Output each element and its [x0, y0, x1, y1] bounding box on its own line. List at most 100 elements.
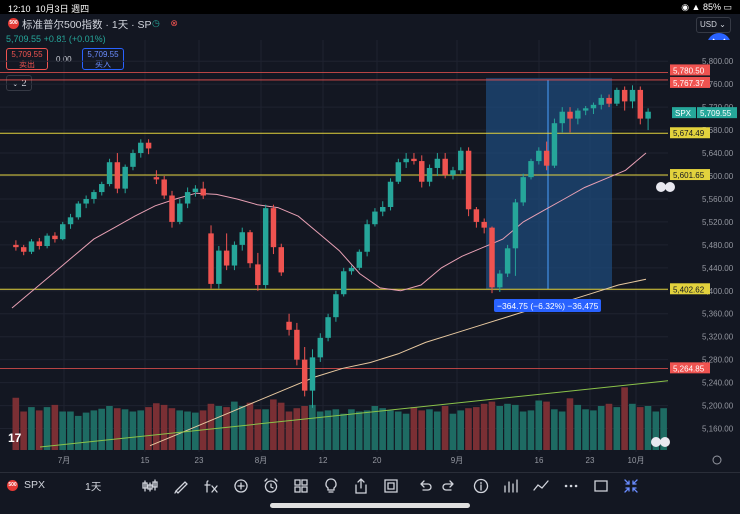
- volume-bar: [113, 408, 121, 450]
- undo-button[interactable]: [417, 478, 433, 494]
- market-open-icon[interactable]: ◷: [152, 18, 160, 28]
- volume-bar: [340, 413, 347, 450]
- exit-fullscreen-button[interactable]: [623, 478, 639, 494]
- candle: [559, 111, 565, 124]
- candle: [216, 250, 222, 284]
- candle: [403, 158, 409, 163]
- candle-type-button[interactable]: [142, 478, 158, 494]
- info-icon: [473, 478, 489, 494]
- candle: [286, 321, 292, 330]
- candle: [184, 192, 191, 204]
- time-axis: 7月 15 23 8月 12 20 9月 16 23 10月: [58, 456, 645, 465]
- candle: [543, 150, 550, 166]
- event-flag-icon: [665, 182, 675, 192]
- fx-icon: [204, 480, 218, 493]
- candle: [645, 111, 651, 119]
- more-icon: [564, 484, 578, 488]
- candle: [442, 158, 448, 175]
- volume-bar: [192, 412, 199, 450]
- volume-bar: [621, 387, 628, 450]
- measure-label-bg: [494, 299, 601, 312]
- volume-bar: [129, 411, 137, 450]
- candle: [36, 241, 43, 247]
- price-tag: 5,264.85: [673, 364, 705, 373]
- volume-bar: [472, 407, 480, 450]
- title-icons: ◷ ⊗: [152, 18, 178, 29]
- price-chart[interactable]: 5,800.005,760.005,720.005,680.005,640.00…: [0, 0, 740, 472]
- chart-title[interactable]: 标准普尔500指数 · 1天 · SP: [22, 19, 152, 31]
- volume-bar: [566, 398, 574, 450]
- sell-button[interactable]: 5,709.55 卖出: [6, 48, 48, 70]
- fx-button[interactable]: [203, 478, 219, 494]
- share-button[interactable]: [353, 478, 369, 494]
- volume-bar: [301, 406, 308, 450]
- quote-line: 5,709.55 +0.81 (+0.01%): [6, 34, 106, 44]
- price-tag: 5,674.49: [673, 129, 705, 138]
- candle: [590, 104, 597, 109]
- share-icon: [355, 478, 367, 494]
- candles: [13, 85, 651, 408]
- event-icons: [651, 182, 675, 447]
- more-button[interactable]: [563, 478, 579, 494]
- candle: [200, 188, 206, 196]
- candle: [356, 251, 363, 268]
- price-tick: 5,320.00: [702, 333, 734, 342]
- volume-bar: [309, 404, 316, 450]
- candle: [255, 264, 261, 286]
- time-tick: 9月: [451, 456, 463, 465]
- status-icons: ◉ ▲ 85% ▭: [681, 2, 732, 12]
- add-button[interactable]: [233, 478, 249, 494]
- grid-button[interactable]: [293, 478, 309, 494]
- candle: [91, 192, 97, 199]
- volume-bar: [441, 406, 449, 450]
- candle: [419, 161, 425, 182]
- candle: [364, 224, 370, 252]
- undo-icon: [420, 480, 432, 491]
- line-chart-button[interactable]: [533, 478, 549, 494]
- volume-bar: [574, 404, 582, 450]
- volume-bar: [152, 403, 160, 450]
- currency-select[interactable]: USD ⌄: [696, 17, 731, 33]
- toolbar-symbol[interactable]: SPX: [24, 479, 46, 491]
- volume-bar: [324, 410, 332, 450]
- volume-bar: [106, 406, 113, 450]
- alarm-button[interactable]: [263, 478, 279, 494]
- trend-line: [39, 377, 695, 448]
- price-tick: 5,400.00: [702, 287, 734, 296]
- candle: [169, 195, 175, 222]
- status-time: 12:10 10月3日 週四: [8, 4, 90, 14]
- bars-chart-button[interactable]: [503, 478, 519, 494]
- time-tick: 7月: [58, 456, 70, 465]
- ma-20-line: [11, 152, 647, 309]
- redo-button[interactable]: [441, 478, 457, 494]
- candle: [130, 153, 136, 167]
- price-change: +0.81: [43, 34, 67, 44]
- volume-bar: [504, 403, 511, 450]
- bulb-button[interactable]: [323, 478, 339, 494]
- indicators-collapse-button[interactable]: ⌄ 2: [6, 75, 32, 91]
- candle: [28, 241, 35, 252]
- candle: [606, 97, 612, 104]
- candle: [380, 206, 386, 212]
- candle: [239, 232, 245, 245]
- volume-bar: [51, 404, 59, 450]
- flag-icon[interactable]: ⊗: [170, 18, 178, 28]
- candle: [481, 221, 487, 228]
- price-tag-bg: [670, 64, 710, 76]
- buy-button[interactable]: 5,709.55 买入: [82, 48, 124, 70]
- toolbar-interval[interactable]: 1天: [85, 481, 102, 493]
- screenshot-button[interactable]: [383, 478, 399, 494]
- volume-bar: [160, 404, 168, 450]
- candle: [106, 162, 113, 185]
- volume-bar: [636, 407, 644, 450]
- layout-button[interactable]: [593, 478, 609, 494]
- candle: [340, 271, 347, 295]
- volume-bar: [496, 406, 504, 450]
- candle-type-icon: [142, 479, 158, 492]
- price-tag: 5,402.62: [673, 285, 705, 294]
- candle: [52, 235, 58, 240]
- info-button[interactable]: [473, 478, 489, 494]
- candle: [458, 150, 464, 171]
- volume-bars: [12, 387, 699, 450]
- pen-button[interactable]: [173, 478, 189, 494]
